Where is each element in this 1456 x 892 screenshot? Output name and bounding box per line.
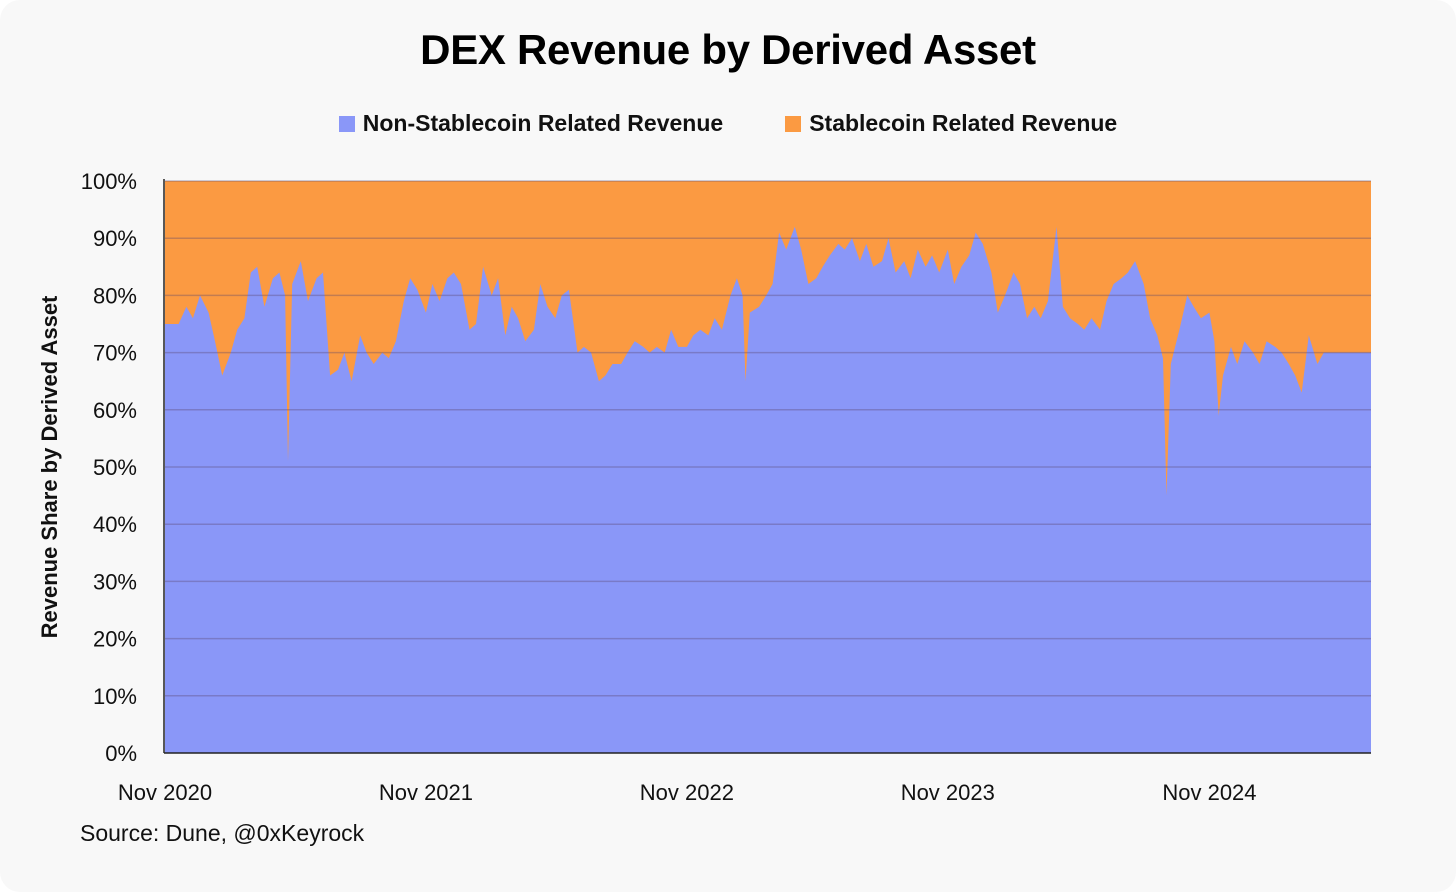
y-tick-label: 40%: [93, 512, 137, 537]
x-tick-label: Nov 2023: [901, 780, 995, 805]
y-tick-label: 70%: [93, 341, 137, 366]
y-tick-label: 100%: [81, 169, 137, 194]
legend-item-non-stablecoin: Non-Stablecoin Related Revenue: [338, 110, 724, 137]
y-tick-label: 0%: [105, 741, 137, 766]
y-tick-label: 60%: [93, 398, 137, 423]
y-tick-label: 10%: [93, 684, 137, 709]
y-tick-label: 90%: [93, 226, 137, 251]
source-note: Source: Dune, @0xKeyrock: [80, 820, 365, 846]
y-tick-label: 50%: [93, 455, 137, 480]
legend-item-stablecoin: Stablecoin Related Revenue: [785, 110, 1117, 137]
y-tick-label: 20%: [93, 627, 137, 652]
chart-title: DEX Revenue by Derived Asset: [420, 26, 1036, 73]
chart-legend: Non-Stablecoin Related Revenue Stablecoi…: [0, 110, 1456, 137]
x-tick-label: Nov 2020: [118, 780, 212, 805]
x-tick-label: Nov 2022: [640, 780, 734, 805]
legend-swatch-non-stablecoin: [338, 115, 355, 132]
legend-swatch-stablecoin: [785, 115, 802, 132]
non-stablecoin-area: [165, 226, 1371, 754]
legend-label-non-stablecoin: Non-Stablecoin Related Revenue: [362, 110, 724, 136]
y-tick-label: 30%: [93, 569, 137, 594]
x-tick-label: Nov 2021: [379, 780, 473, 805]
x-tick-label: Nov 2024: [1162, 780, 1256, 805]
y-tick-label: 80%: [93, 283, 137, 308]
legend-label-stablecoin: Stablecoin Related Revenue: [809, 110, 1118, 136]
